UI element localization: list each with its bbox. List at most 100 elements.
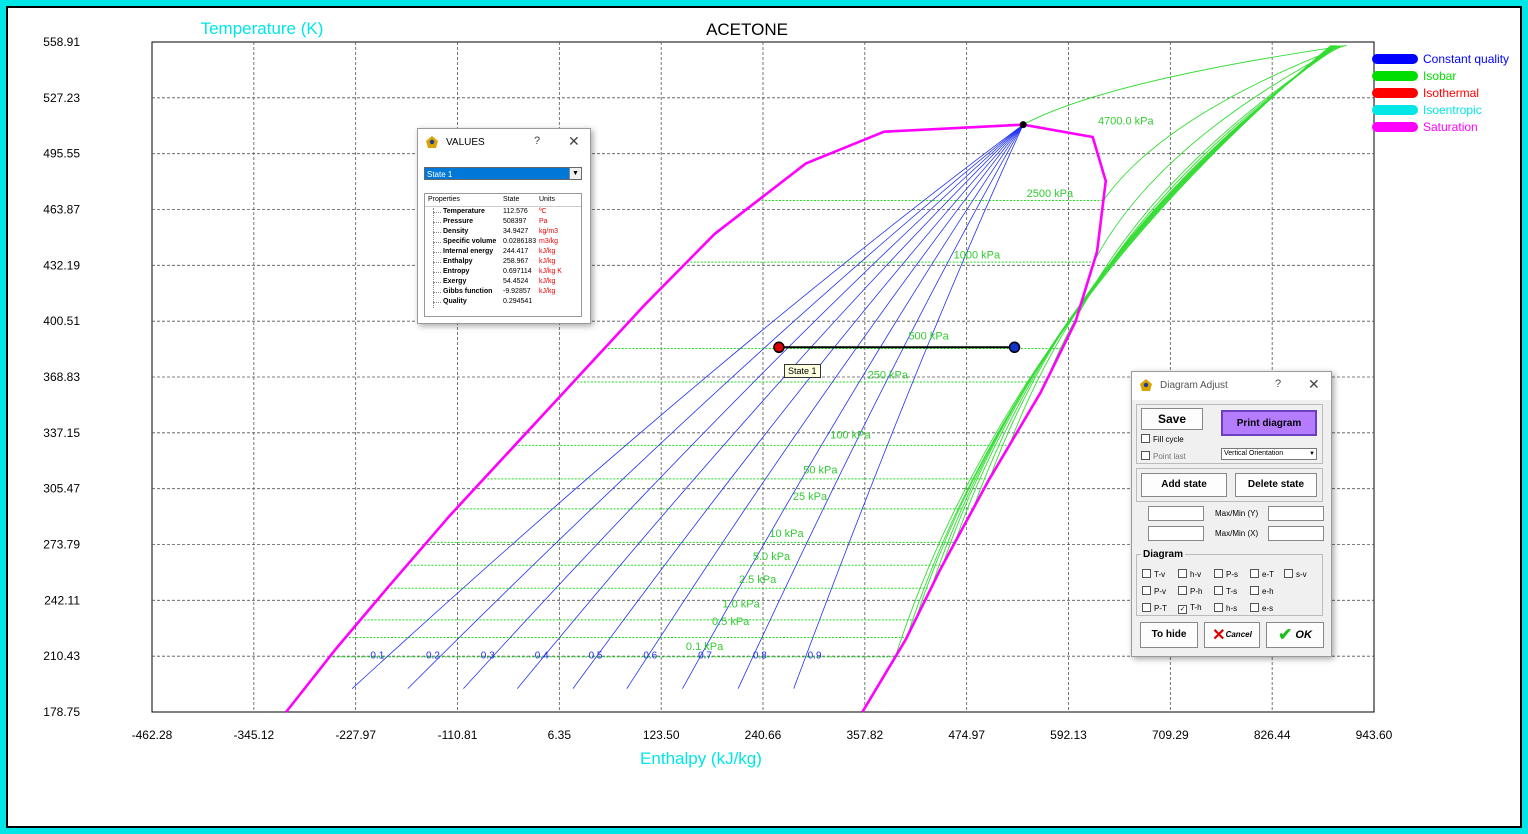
diagram-option-checkbox[interactable]: T-s <box>1214 586 1237 596</box>
diagram-option-checkbox[interactable]: s-v <box>1284 569 1307 579</box>
checkbox-box[interactable] <box>1214 586 1223 595</box>
legend-swatch <box>1372 105 1418 115</box>
fill-cycle-checkbox[interactable]: Fill cycle <box>1141 434 1184 444</box>
close-icon[interactable]: ✕ <box>568 133 580 149</box>
isobar-label: 10 kPa <box>769 528 804 540</box>
x-tick-label: 240.66 <box>745 728 782 742</box>
diagram-option-checkbox[interactable]: h-v <box>1178 569 1201 579</box>
isobar-label: 4700.0 kPa <box>1098 116 1155 128</box>
diagram-option-label: h-s <box>1226 604 1238 613</box>
checkbox-box[interactable] <box>1142 586 1151 595</box>
property-row[interactable]: Gibbs function -9.92857 kJ/kg <box>425 288 581 298</box>
x-tick-label: 592.13 <box>1050 728 1087 742</box>
property-row[interactable]: Enthalpy 258.967 kJ/kg <box>425 258 581 268</box>
quality-label: 0.8 <box>753 651 767 662</box>
property-value: 34.9427 <box>503 228 529 235</box>
close-icon[interactable]: ✕ <box>1308 376 1320 392</box>
cancel-button[interactable]: ✕Cancel <box>1204 622 1260 648</box>
y-tick-label: 210.43 <box>43 649 80 663</box>
header-state[interactable]: State <box>503 196 520 203</box>
diagram-option-checkbox[interactable]: ✓ T-h <box>1178 603 1202 614</box>
checkbox-box[interactable] <box>1214 569 1223 578</box>
add-state-button[interactable]: Add state <box>1141 473 1227 497</box>
max-x-input[interactable] <box>1148 526 1204 541</box>
header-units[interactable]: Units <box>539 196 555 203</box>
diagram-option-checkbox[interactable]: P-v <box>1142 586 1166 596</box>
checkbox-box[interactable] <box>1142 569 1151 578</box>
values-title-bar[interactable]: VALUES ? ✕ <box>418 129 590 157</box>
checkbox-box[interactable] <box>1250 586 1259 595</box>
y-tick-label: 273.79 <box>43 538 80 552</box>
property-row[interactable]: Pressure 508397 Pa <box>425 218 581 228</box>
diagram-option-checkbox[interactable]: e-T <box>1250 569 1274 579</box>
property-unit: kJ/kg <box>539 248 556 255</box>
property-row[interactable]: Internal energy 244.417 kJ/kg <box>425 248 581 258</box>
delete-state-button[interactable]: Delete state <box>1235 473 1317 497</box>
chevron-down-icon[interactable]: ▼ <box>569 168 581 179</box>
diagram-option-checkbox[interactable]: e-s <box>1250 603 1273 613</box>
property-row[interactable]: Quality 0.294541 <box>425 298 581 308</box>
property-row[interactable]: Specific volume 0.0286183 m3/kg <box>425 238 581 248</box>
adjust-title-bar[interactable]: Diagram Adjust ? ✕ <box>1132 372 1331 400</box>
header-properties[interactable]: Properties <box>428 196 460 203</box>
state-select[interactable]: State 1 ▼ <box>424 167 582 180</box>
x-tick-label: -110.81 <box>438 728 478 742</box>
properties-table: Properties State Units Temperature 112.57… <box>424 193 582 317</box>
properties-table-header: Properties State Units <box>425 194 581 207</box>
y-tick-label: 527.23 <box>43 91 80 105</box>
y-tick-label: 432.19 <box>43 258 80 272</box>
ok-button[interactable]: ✔ OK <box>1266 622 1324 648</box>
isobar-label: 100 kPa <box>830 429 871 441</box>
checkbox-box[interactable] <box>1250 569 1259 578</box>
point-last-checkbox[interactable]: Point last <box>1141 451 1186 461</box>
property-unit: kJ/kg <box>539 288 556 295</box>
isobar-label: 1.0 kPa <box>722 599 760 611</box>
min-y-input[interactable] <box>1268 506 1324 521</box>
diagram-option-label: e-h <box>1262 587 1274 596</box>
values-title: VALUES <box>446 137 485 148</box>
orientation-select[interactable]: Vertical Orientation ▼ <box>1221 448 1317 460</box>
help-icon[interactable]: ? <box>1275 378 1282 390</box>
print-diagram-button[interactable]: Print diagram <box>1221 410 1317 436</box>
quality-label: 0.3 <box>481 651 495 662</box>
property-row[interactable]: Exergy 54.4524 kJ/kg <box>425 278 581 288</box>
hide-button[interactable]: To hide <box>1140 622 1198 648</box>
help-icon[interactable]: ? <box>534 135 541 147</box>
diagram-group-label: Diagram <box>1141 549 1186 560</box>
chevron-down-icon[interactable]: ▼ <box>1309 451 1315 457</box>
diagram-option-label: P-T <box>1154 604 1167 613</box>
quality-line <box>351 124 1024 689</box>
checkbox-box[interactable]: ✓ <box>1178 605 1187 614</box>
checkbox-box[interactable] <box>1142 603 1151 612</box>
checkbox-box[interactable] <box>1178 586 1187 595</box>
property-unit: ºC <box>539 208 547 215</box>
adjust-title: Diagram Adjust <box>1160 380 1228 391</box>
save-button[interactable]: Save <box>1141 408 1203 430</box>
state-end-point <box>1008 341 1021 354</box>
property-row[interactable]: Temperature 112.576 ºC <box>425 208 581 218</box>
property-row[interactable]: Density 34.9427 kg/m3 <box>425 228 581 238</box>
checkbox-box[interactable] <box>1250 603 1259 612</box>
x-tick-label: -462.28 <box>132 728 173 742</box>
checkbox-box[interactable] <box>1214 603 1223 612</box>
diagram-option-checkbox[interactable]: e-h <box>1250 586 1274 596</box>
maxmin-x-label: Max/Min (X) <box>1215 529 1259 538</box>
diagram-option-checkbox[interactable]: T-v <box>1142 569 1165 579</box>
max-y-input[interactable] <box>1148 506 1204 521</box>
x-tick-label: -345.12 <box>233 728 274 742</box>
x-tick-label: 826.44 <box>1254 728 1291 742</box>
isobar-label: 50 kPa <box>803 465 838 477</box>
tree-branch <box>433 292 441 293</box>
diagram-option-checkbox[interactable]: P-h <box>1178 586 1202 596</box>
checkbox-box[interactable] <box>1178 569 1187 578</box>
diagram-option-checkbox[interactable]: h-s <box>1214 603 1237 613</box>
diagram-option-checkbox[interactable]: P-T <box>1142 603 1167 613</box>
diagram-option-checkbox[interactable]: P-s <box>1214 569 1238 579</box>
min-x-input[interactable] <box>1268 526 1324 541</box>
isobar-superheated <box>894 45 1332 658</box>
quality-label: 0.5 <box>589 651 603 662</box>
checkbox-box[interactable] <box>1284 569 1293 578</box>
property-row[interactable]: Entropy 0.697114 kJ/kg K <box>425 268 581 278</box>
property-name: Density <box>443 228 469 235</box>
property-name: Internal energy <box>443 248 494 255</box>
